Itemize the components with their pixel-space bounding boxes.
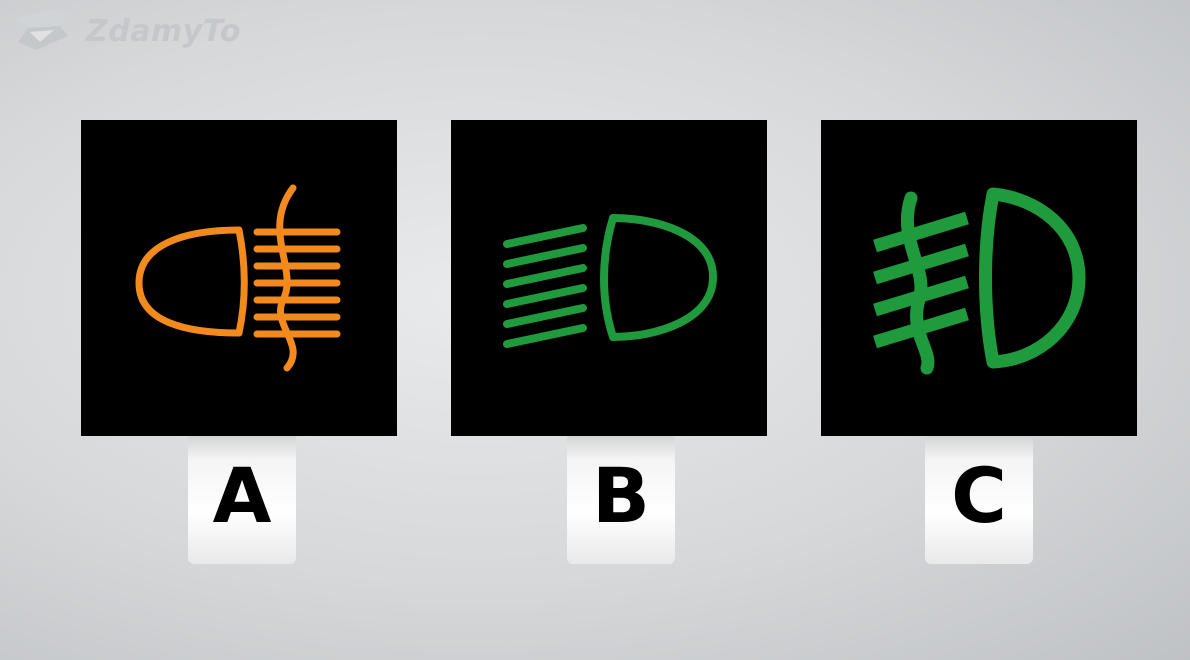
option-b-panel[interactable] (451, 120, 767, 436)
brand-name: ZdamyTo (86, 13, 241, 49)
rear-fog-light-icon (135, 184, 341, 372)
option-a-label: A (212, 451, 272, 540)
zdamyto-logo-icon (16, 10, 72, 50)
option-c-tab[interactable]: C (925, 436, 1033, 564)
option-c-panel[interactable] (821, 120, 1137, 436)
option-a-tab[interactable]: A (188, 436, 296, 564)
option-b-tab[interactable]: B (567, 436, 675, 564)
option-b-label: B (592, 451, 650, 540)
watermark-logo: ZdamyTo (10, 6, 241, 56)
option-c-label: C (951, 451, 1007, 540)
front-fog-light-icon (873, 187, 1086, 375)
option-a-panel[interactable] (81, 120, 397, 436)
dipped-beam-icon (503, 214, 717, 348)
